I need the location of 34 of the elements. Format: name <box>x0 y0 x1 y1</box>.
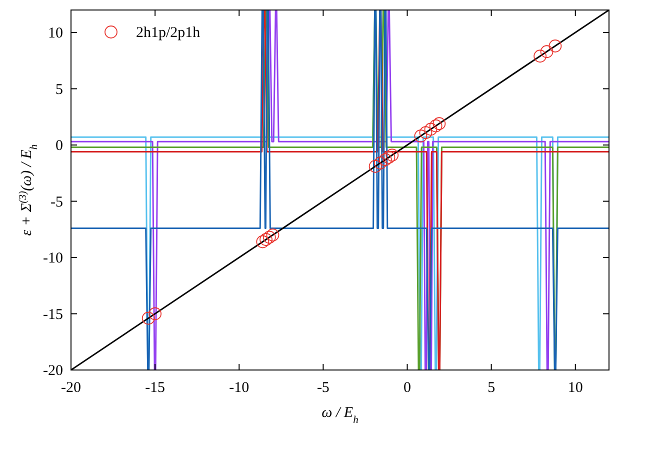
point <box>429 119 442 132</box>
y-tick-label: -20 <box>43 363 63 379</box>
point <box>534 50 547 63</box>
point <box>260 233 272 246</box>
point <box>386 148 399 162</box>
point <box>142 312 155 325</box>
point <box>432 117 446 130</box>
point <box>548 40 562 52</box>
y-tick-label: -10 <box>43 250 63 266</box>
point <box>424 122 438 136</box>
y-tick-label: 0 <box>56 138 63 154</box>
point <box>540 45 554 58</box>
legend-label: 2h1p/2p1h <box>136 25 201 41</box>
point <box>368 160 382 173</box>
point <box>374 156 387 170</box>
point <box>378 153 392 166</box>
point <box>148 307 162 320</box>
x-axis-title: ω / E$_{h}$ <box>322 405 358 426</box>
point <box>382 150 396 164</box>
point <box>256 235 270 248</box>
x-tick-label: -15 <box>145 380 166 396</box>
y-tick-label: -5 <box>50 194 63 210</box>
x-tick-label: -5 <box>316 380 330 396</box>
point <box>266 228 280 242</box>
y-tick-label: 5 <box>56 82 63 98</box>
x-tick-label: 10 <box>568 380 583 396</box>
y-tick-label: -15 <box>43 306 63 323</box>
x-tick-label: 0 <box>404 380 411 396</box>
point <box>262 230 276 244</box>
point <box>419 126 432 140</box>
x-tick-label: -10 <box>229 380 250 396</box>
point <box>414 130 428 142</box>
x-tick-label: 5 <box>488 380 496 396</box>
y-tick-label: 10 <box>48 26 63 42</box>
